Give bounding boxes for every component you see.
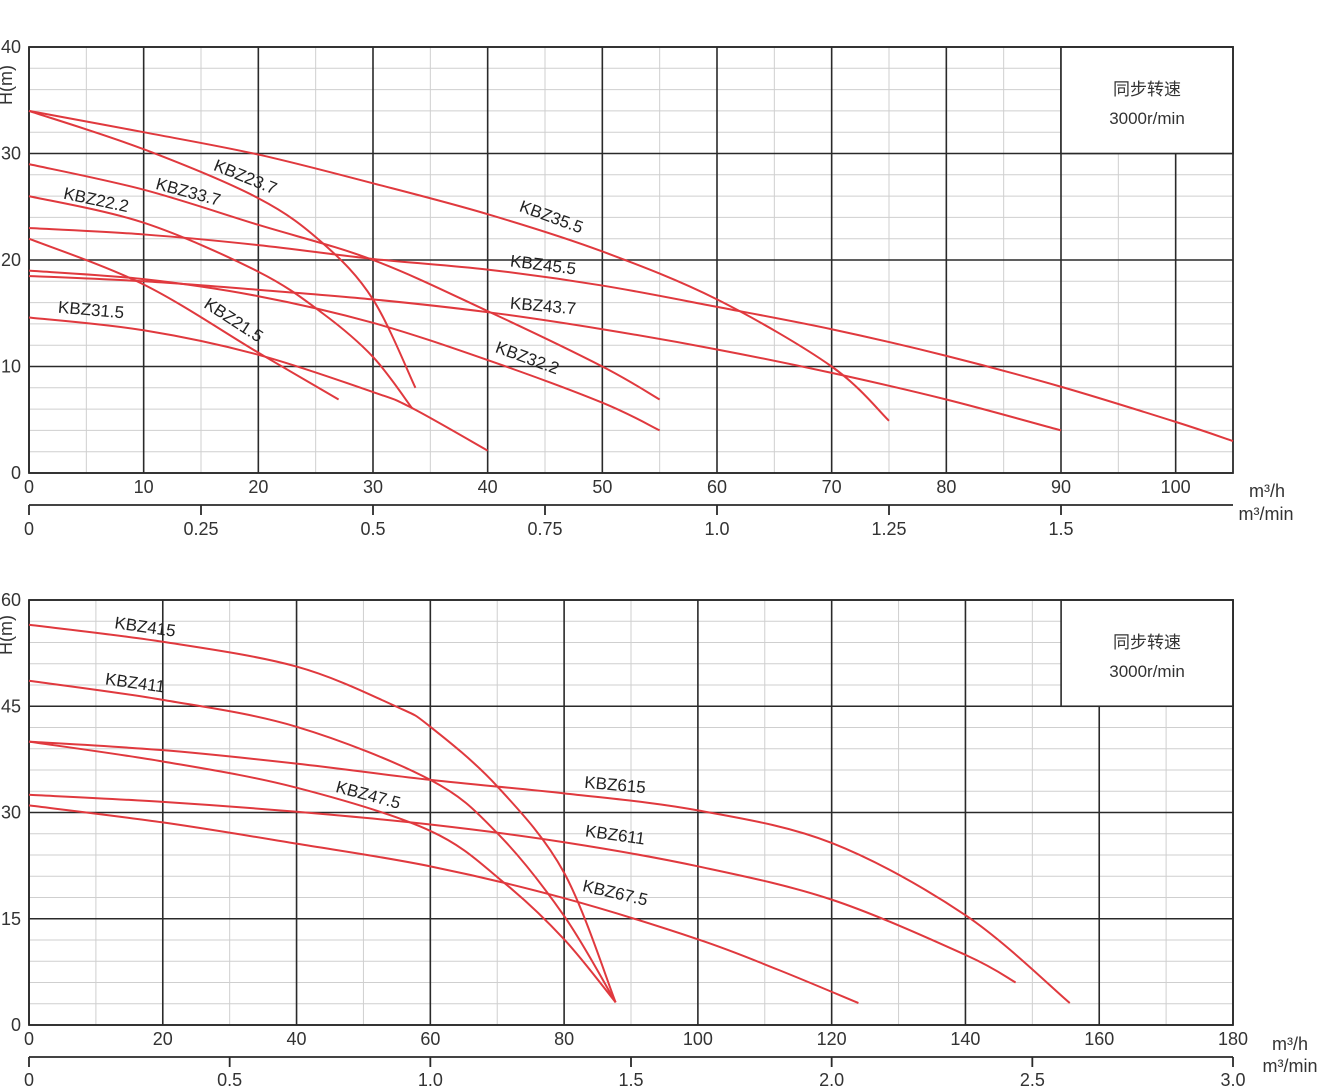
y-tick-label: 30 — [1, 803, 21, 823]
y-tick-label: 15 — [1, 909, 21, 929]
curve-label: KBZ67.5 — [581, 876, 650, 909]
x-tick-label: 50 — [592, 477, 612, 497]
x-tick-label: 180 — [1218, 1029, 1248, 1049]
secondary-tick-label: 0 — [24, 1070, 34, 1086]
curve-label: KBZ22.2 — [62, 184, 131, 216]
curve-kbz67-5 — [28, 804, 859, 1004]
y-tick-label: 10 — [1, 357, 21, 377]
x-tick-label: 140 — [950, 1029, 980, 1049]
curve-label: KBZ615 — [584, 773, 647, 797]
curve-kbz32-2 — [28, 269, 661, 432]
y-axis-title: H(m) — [0, 615, 16, 655]
curve-label: KBZ35.5 — [517, 197, 586, 237]
x-tick-label: 80 — [936, 477, 956, 497]
x-tick-label: 80 — [554, 1029, 574, 1049]
x-tick-label: 10 — [134, 477, 154, 497]
x-tick-label: 160 — [1084, 1029, 1114, 1049]
y-tick-label: 0 — [11, 463, 21, 483]
x-tick-label: 70 — [822, 477, 842, 497]
curve-kbz23-7 — [28, 109, 417, 389]
info-box-speed: 3000r/min — [1109, 109, 1185, 128]
secondary-tick-label: 2.0 — [819, 1070, 844, 1086]
curve-kbz47-5 — [28, 740, 617, 1003]
secondary-tick-label: 0.5 — [360, 519, 385, 539]
curve-kbz43-7 — [28, 274, 1062, 432]
curve-kbz45-5 — [28, 227, 1234, 442]
secondary-tick-label: 2.5 — [1020, 1070, 1045, 1086]
secondary-tick-label: 1.25 — [871, 519, 906, 539]
y-tick-label: 0 — [11, 1015, 21, 1035]
info-box — [1060, 46, 1234, 155]
x-tick-label: 120 — [817, 1029, 847, 1049]
info-box — [1060, 599, 1234, 708]
info-box-title: 同步转速 — [1113, 633, 1181, 652]
secondary-tick-label: 1.0 — [704, 519, 729, 539]
info-box-title: 同步转速 — [1113, 80, 1181, 99]
y-tick-label: 30 — [1, 144, 21, 164]
curve-kbz33-7 — [28, 163, 661, 401]
secondary-tick-label: 0.75 — [527, 519, 562, 539]
x-tick-label: 30 — [363, 477, 383, 497]
x-tick-label: 100 — [1161, 477, 1191, 497]
info-box-speed: 3000r/min — [1109, 662, 1185, 681]
curve-kbz21-5 — [28, 237, 340, 401]
y-tick-label: 20 — [1, 250, 21, 270]
y-tick-label: 60 — [1, 590, 21, 610]
x-tick-label: 20 — [153, 1029, 173, 1049]
secondary-axis-unit: m³/min — [1239, 504, 1294, 524]
y-tick-label: 40 — [1, 37, 21, 57]
x-tick-label: 90 — [1051, 477, 1071, 497]
x-tick-label: 60 — [707, 477, 727, 497]
x-axis-unit: m³/h — [1272, 1034, 1308, 1054]
curve-kbz35-5 — [28, 109, 890, 422]
x-tick-label: 0 — [24, 1029, 34, 1049]
curve-label: KBZ33.7 — [154, 174, 223, 209]
secondary-tick-label: 3.0 — [1220, 1070, 1245, 1086]
curve-kbz611 — [28, 793, 1017, 984]
curve-label: KBZ32.2 — [493, 338, 562, 378]
x-tick-label: 40 — [478, 477, 498, 497]
curve-label: KBZ611 — [584, 821, 646, 848]
secondary-axis-unit: m³/min — [1263, 1056, 1318, 1076]
plot-frame — [28, 46, 1234, 474]
x-tick-label: 60 — [420, 1029, 440, 1049]
curve-kbz22-2 — [28, 195, 413, 409]
y-axis-title: H(m) — [0, 65, 16, 105]
curve-kbz615 — [28, 740, 1071, 1004]
secondary-tick-label: 0 — [24, 519, 34, 539]
x-axis-unit: m³/h — [1249, 481, 1285, 501]
x-tick-label: 40 — [287, 1029, 307, 1049]
curve-label: KBZ43.7 — [509, 294, 577, 319]
curve-kbz31-5 — [28, 316, 489, 452]
secondary-tick-label: 1.5 — [618, 1070, 643, 1086]
plot-frame — [28, 599, 1234, 1026]
y-tick-label: 45 — [1, 696, 21, 716]
x-tick-label: 100 — [683, 1029, 713, 1049]
x-tick-label: 20 — [248, 477, 268, 497]
secondary-tick-label: 0.25 — [183, 519, 218, 539]
chart-1: 同步转速 3000r/min 0 10 20 30 40 H(m) 0 10 20 30 40 50 60 7… — [0, 37, 1294, 539]
curve-kbz415 — [28, 623, 617, 1003]
chart-2: 同步转速 3000r/min 0 15 30 45 60 H(m) 0 20 40 60 80 100 12… — [0, 590, 1318, 1086]
secondary-tick-label: 1.5 — [1048, 519, 1073, 539]
curve-kbz411 — [28, 679, 617, 1003]
secondary-tick-label: 1.0 — [418, 1070, 443, 1086]
x-tick-label: 0 — [24, 477, 34, 497]
secondary-tick-label: 0.5 — [217, 1070, 242, 1086]
curve-label: KBZ31.5 — [57, 298, 125, 323]
